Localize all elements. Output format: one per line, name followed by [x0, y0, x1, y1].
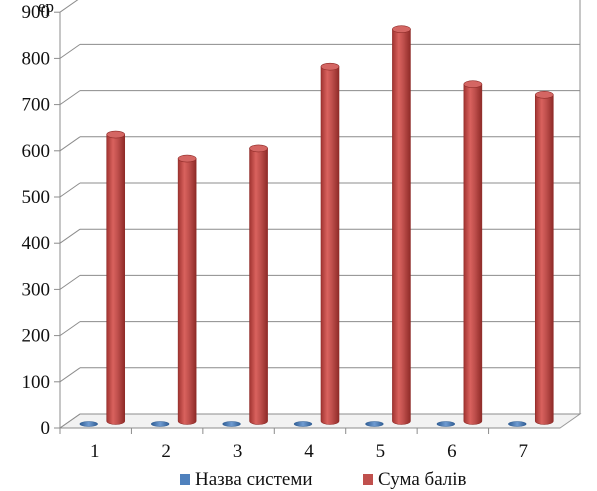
- y-tick-label: 700: [22, 95, 51, 116]
- bar-suma-baliv: [249, 144, 268, 425]
- bar-nazva-systemy: [365, 421, 384, 427]
- bar-suma-baliv: [106, 130, 126, 425]
- bar-suma-baliv: [463, 80, 483, 425]
- legend-swatch: [180, 474, 190, 485]
- y-tick-label: 400: [22, 233, 51, 254]
- bar-nazva-systemy: [436, 421, 456, 427]
- gridlines: [59, 0, 580, 429]
- legend-swatch: [363, 474, 373, 485]
- bar-top: [320, 62, 340, 71]
- y-tick-label: 300: [22, 279, 51, 300]
- bar-suma-baliv: [392, 25, 411, 425]
- x-tick-label: 1: [90, 441, 100, 462]
- legend-label: Назва системи: [195, 469, 313, 490]
- bar-suma-baliv: [320, 62, 340, 425]
- gridline-side: [59, 274, 81, 290]
- y-tick-label: 900: [22, 2, 51, 23]
- y-tick-label: 600: [22, 141, 51, 162]
- bars: [79, 25, 554, 427]
- x-tick-label: 4: [304, 441, 314, 462]
- bar-top: [534, 91, 554, 99]
- bar-body: [392, 28, 411, 425]
- bar-body: [320, 66, 340, 425]
- bar-body: [463, 83, 483, 425]
- bar-body: [249, 148, 268, 425]
- y-axis-label: ер: [38, 0, 54, 16]
- bar-top: [106, 130, 126, 139]
- bar-nazva-systemy: [222, 421, 241, 427]
- y-tick-label: 0: [41, 418, 51, 439]
- x-axis-ticks: 1 2 3 4 5 6 7: [59, 428, 529, 462]
- bar-nazva-systemy: [150, 421, 170, 427]
- bar-body: [106, 134, 126, 425]
- bar-top: [177, 154, 197, 163]
- gridline-side: [59, 0, 79, 13]
- y-tick-label: 100: [22, 372, 51, 393]
- bar-suma-baliv: [177, 154, 197, 425]
- legend: Назва системи Сума балів: [180, 469, 467, 490]
- x-tick-label: 7: [519, 441, 529, 462]
- gridline-side: [59, 228, 81, 244]
- bar-nazva-systemy: [79, 421, 98, 427]
- floor: [58, 413, 582, 429]
- bar-body: [534, 94, 554, 425]
- gridline-side: [59, 43, 81, 59]
- bar-suma-baliv: [534, 91, 554, 425]
- x-tick-label: 6: [447, 441, 457, 462]
- gridline-side: [59, 413, 81, 429]
- y-tick-label: 800: [22, 48, 51, 69]
- x-tick-label: 2: [161, 441, 171, 462]
- legend-label: Сума балів: [378, 469, 467, 490]
- y-tick-label: 200: [22, 326, 51, 347]
- y-axis-ticks: 0 100 200 300 400 500 600 700 800 900: [22, 2, 60, 439]
- gridline-side: [59, 367, 81, 383]
- x-tick-label: 3: [233, 441, 243, 462]
- x-tick-label: 5: [376, 441, 386, 462]
- bar-nazva-systemy: [293, 421, 313, 427]
- y-tick-label: 500: [22, 187, 51, 208]
- chart-walls: [58, 0, 582, 429]
- gridline-side: [59, 90, 81, 106]
- bar-nazva-systemy: [508, 421, 527, 427]
- gridline-side: [59, 321, 81, 337]
- gridline-side: [59, 182, 81, 198]
- bar-body: [177, 158, 197, 425]
- gridline-side: [59, 136, 81, 152]
- bar-top: [392, 25, 411, 34]
- bar-top: [463, 80, 483, 89]
- bar-top: [249, 144, 268, 153]
